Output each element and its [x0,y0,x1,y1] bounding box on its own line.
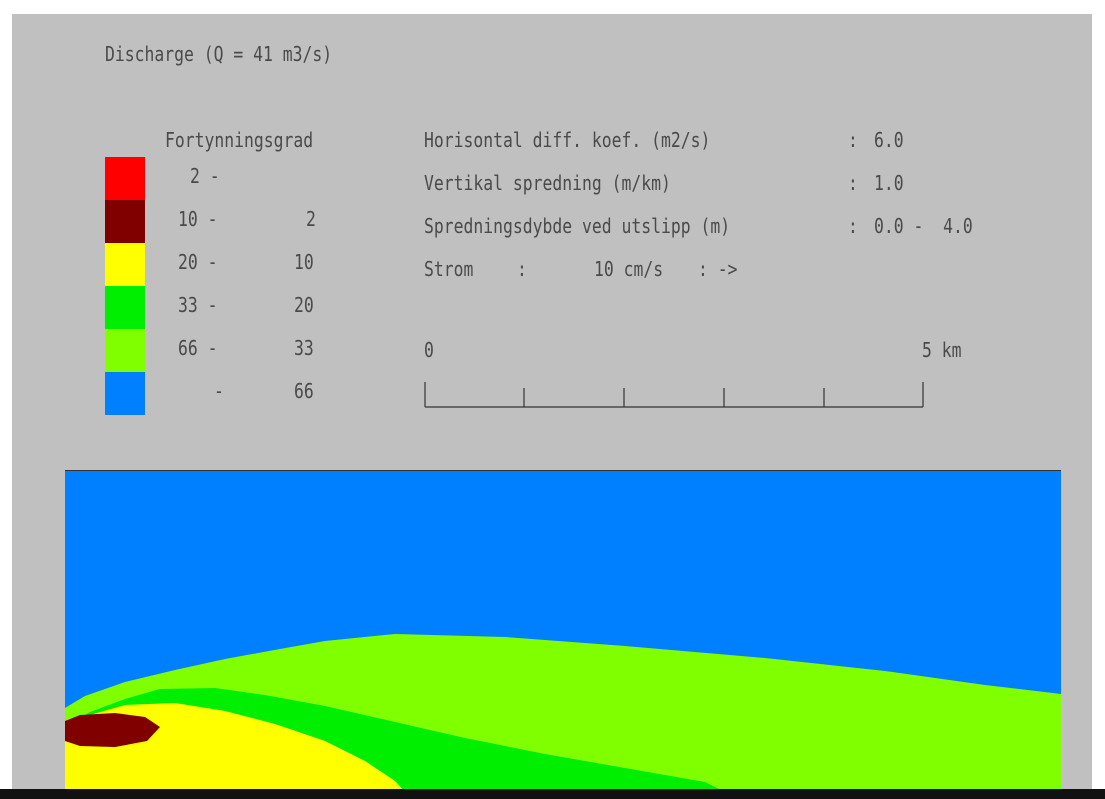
legend-from-4: 33 - [178,293,218,317]
discharge-title: Discharge (Q = 41 m3/s) [105,42,333,66]
legend-to-2: 2 [306,207,316,231]
current-direction-arrow: : -> [698,257,738,281]
horizontal-diff-sep: : [848,128,858,152]
plume-zone-10-2 [65,713,160,747]
legend-from-5: 66 - [178,336,218,360]
legend-swatch-5 [105,329,145,372]
current-value: 10 cm/s [594,257,664,281]
spread-depth-sep: : [848,214,858,238]
legend-swatch-6 [105,372,145,415]
legend-from-3: 20 - [178,250,218,274]
spread-depth-label: Spredningsdybde ved utslipp (m) [424,214,731,238]
horizontal-diff-value: 6.0 [874,128,904,152]
bottom-border [0,789,1105,799]
horizontal-diff-label: Horisontal diff. koef. (m2/s) [424,128,711,152]
vertical-spread-sep: : [848,171,858,195]
legend-swatch-2 [105,200,145,243]
legend-to-6: 66 [294,379,314,403]
dilution-plume-map [65,470,1061,792]
legend-from-2: 10 - [178,207,218,231]
legend-to-3: 10 [294,250,314,274]
spread-depth-value: 0.0 - 4.0 [874,214,973,238]
vertical-spread-value: 1.0 [874,171,904,195]
legend-from-6: - [214,379,224,403]
app-window: Discharge (Q = 41 m3/s) Fortynningsgrad … [12,14,1092,792]
scale-end-label: 5 km [922,338,962,362]
legend-to-4: 20 [294,293,314,317]
legend-swatch-3 [105,243,145,286]
scale-start-label: 0 [424,338,434,362]
current-label: Strom [424,257,474,281]
legend-to-5: 33 [294,336,314,360]
legend-heading: Fortynningsgrad [165,128,314,152]
current-sep: : [517,257,527,281]
legend-from-1: 2 - [190,164,220,188]
legend-swatch-1 [105,157,145,200]
legend-swatch-4 [105,286,145,329]
vertical-spread-label: Vertikal spredning (m/km) [424,171,671,195]
scale-bar [424,382,924,408]
